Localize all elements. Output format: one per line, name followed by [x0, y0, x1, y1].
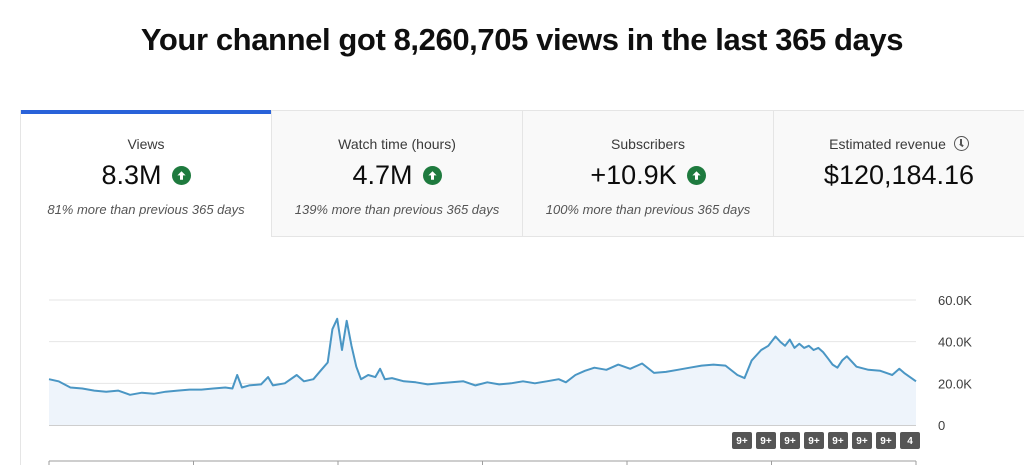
metrics-card [20, 110, 1024, 465]
tab-label: Views [127, 136, 165, 152]
tab-label-text: Estimated revenue [829, 136, 946, 152]
arrow-up-icon [171, 165, 191, 185]
annotation-badge-label: 9+ [832, 436, 844, 447]
tab-watch-time[interactable]: Watch time (hours) 4.7M 139% more than p… [272, 111, 523, 237]
tab-value: 4.7M [352, 159, 413, 190]
tab-value: $120,184.16 [823, 159, 975, 190]
tab-views[interactable]: Views 8.3M 81% more than previous 365 da… [21, 110, 272, 237]
arrow-up-icon [422, 165, 442, 185]
tab-estimated-revenue[interactable]: Estimated revenue $120,184.16 [774, 111, 1024, 237]
annotation-badge[interactable]: 9+ [780, 432, 800, 449]
annotation-badge-label: 4 [907, 436, 913, 447]
tab-subscribers[interactable]: Subscribers +10.9K 100% more than previo… [523, 111, 774, 237]
annotation-badge[interactable]: 9+ [804, 432, 824, 449]
tab-comparison: 100% more than previous 365 days [545, 202, 751, 217]
annotation-badges: 9+ 9+ 9+ 9+ 9+ 9+ 9+ 4 [732, 432, 920, 449]
tab-label: Estimated revenue [774, 136, 1024, 152]
annotation-badge-label: 9+ [760, 436, 772, 447]
y-axis: 0 20.0K 40.0K 60.0K [938, 293, 972, 433]
y-tick-label: 40.0K [938, 335, 972, 350]
views-area [49, 318, 916, 425]
y-tick-label: 20.0K [938, 376, 972, 391]
annotation-badge-label: 9+ [856, 436, 868, 447]
tab-comparison: 139% more than previous 365 days [294, 202, 500, 217]
views-chart: 0 20.0K 40.0K 60.0K 9+ 9+ 9+ 9+ 9+ 9+ 9+ 4 [48, 293, 972, 465]
annotation-badge-label: 9+ [808, 436, 820, 447]
metric-tabs: Views 8.3M 81% more than previous 365 da… [21, 110, 1024, 237]
annotation-badge-label: 9+ [784, 436, 796, 447]
annotation-badge-label: 9+ [880, 436, 892, 447]
tab-value: +10.9K [590, 159, 677, 190]
annotation-badge[interactable]: 4 [900, 432, 920, 449]
tab-value: 8.3M [101, 159, 162, 190]
annotation-badge[interactable]: 9+ [756, 432, 776, 449]
tab-comparison: 81% more than previous 365 days [47, 202, 245, 217]
arrow-up-icon [686, 165, 706, 185]
page-headline: Your channel got 8,260,705 views in the … [140, 22, 904, 57]
annotation-badge[interactable]: 9+ [876, 432, 896, 449]
annotation-badge[interactable]: 9+ [732, 432, 752, 449]
x-axis [48, 460, 917, 465]
y-tick-label: 60.0K [938, 293, 972, 308]
tab-label: Watch time (hours) [338, 136, 456, 152]
clock-icon [953, 136, 969, 151]
annotation-badge[interactable]: 9+ [852, 432, 872, 449]
views-line [48, 317, 917, 396]
annotation-badge[interactable]: 9+ [828, 432, 848, 449]
y-tick-label: 0 [938, 418, 945, 433]
tab-label: Subscribers [611, 136, 685, 152]
annotation-badge-label: 9+ [736, 436, 748, 447]
